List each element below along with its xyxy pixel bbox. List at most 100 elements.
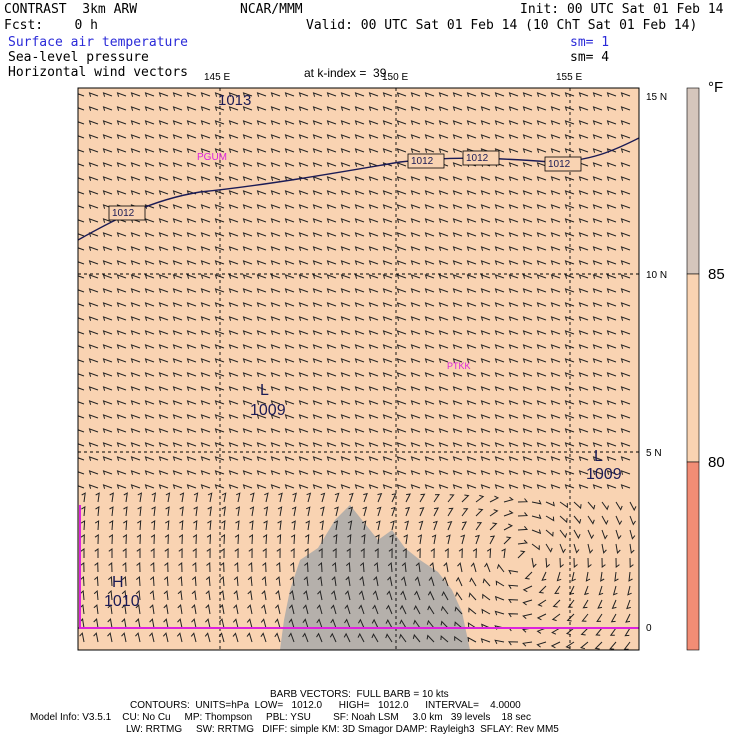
wind-barb [186,414,197,419]
wind-barb [88,190,99,195]
wind-barb [480,330,491,335]
wind-barb [467,622,477,629]
wind-barb [494,344,505,349]
wind-barb [592,400,603,405]
wind-barb [326,134,337,139]
wind-barb [256,148,267,153]
wind-barb [536,344,547,349]
wind-barb [348,492,354,503]
wind-barb [305,534,310,545]
wind-barb [78,149,85,153]
wind-barb [556,571,562,582]
wind-barb [404,520,410,531]
wind-barb [116,274,127,279]
wind-barb [340,274,351,279]
wind-barb [382,246,393,251]
wind-barb [611,599,617,610]
wind-barb [312,442,323,447]
wind-barb [455,591,463,601]
wind-barb [284,302,295,307]
wind-barb [93,589,99,601]
wind-barb [320,506,325,517]
wind-barb [312,260,323,265]
wind-barb [541,571,547,581]
wind-barb [376,506,382,517]
wind-barb [249,520,254,531]
wind-barb [578,428,589,433]
wind-barb [454,606,463,615]
wind-barb [256,484,267,489]
isobar-label-1012-d: 1012 [548,159,571,170]
wind-barb [130,176,141,181]
wind-barb [387,561,393,573]
wind-barb [242,106,253,111]
wind-barb [522,358,533,363]
wind-barb [466,204,477,209]
wind-barb [354,176,365,181]
wind-barb [581,613,589,622]
wind-barb [494,484,505,489]
wind-barb [466,456,477,461]
wind-barb [480,442,491,447]
wind-barb [368,92,379,97]
wind-barb [136,561,141,573]
wind-barb [508,120,519,125]
wind-barb [262,534,268,545]
wind-barb [88,274,99,279]
wind-barb [330,604,337,615]
wind-barb [234,534,240,545]
wind-barb [452,260,463,265]
wind-barb [615,501,623,511]
wind-barb [340,400,351,405]
wind-barb [522,386,533,391]
wind-barb [288,618,295,629]
wind-barb [413,619,421,629]
wind-barb [401,576,407,587]
wind-barb [382,302,393,307]
wind-barb [228,106,239,111]
wind-barb [228,260,239,265]
wind-barb [93,632,99,643]
wind-barb [536,218,547,223]
wind-barb [214,288,225,293]
wind-barb [204,632,211,643]
wind-barb [214,302,225,307]
wind-barb [102,274,113,279]
wind-barb [261,604,267,615]
wind-barb [186,442,197,447]
wind-barb [466,414,477,419]
wind-barb [536,641,547,648]
wind-barb [536,246,547,251]
wind-barb [480,400,491,405]
wind-barb [508,414,519,419]
wind-barb [340,428,351,433]
wind-barb [446,534,451,545]
wind-barb [545,543,553,553]
wind-barb [186,218,197,223]
wind-barb [256,176,267,181]
wind-barb [135,575,141,587]
wind-barb [368,274,379,279]
wind-barb [354,204,365,209]
wind-barb [551,627,561,635]
wind-barb [151,520,156,531]
wind-barb [438,428,449,433]
wind-barb [606,316,617,321]
wind-barb [508,641,519,646]
wind-barb [186,428,197,433]
wind-barb [326,470,337,475]
wind-barb [94,548,99,558]
wind-barb [78,121,85,125]
wind-barb [304,561,309,573]
wind-barb [235,506,241,517]
wind-barb [460,534,466,545]
wind-barb [186,288,197,293]
wind-barb [102,344,113,349]
wind-barb [410,260,421,265]
wind-barb [144,218,155,223]
wind-barb [214,400,225,405]
wind-barb [480,344,491,349]
wind-barb [200,316,211,321]
wind-barb [494,316,505,321]
wind-barb [318,548,323,559]
